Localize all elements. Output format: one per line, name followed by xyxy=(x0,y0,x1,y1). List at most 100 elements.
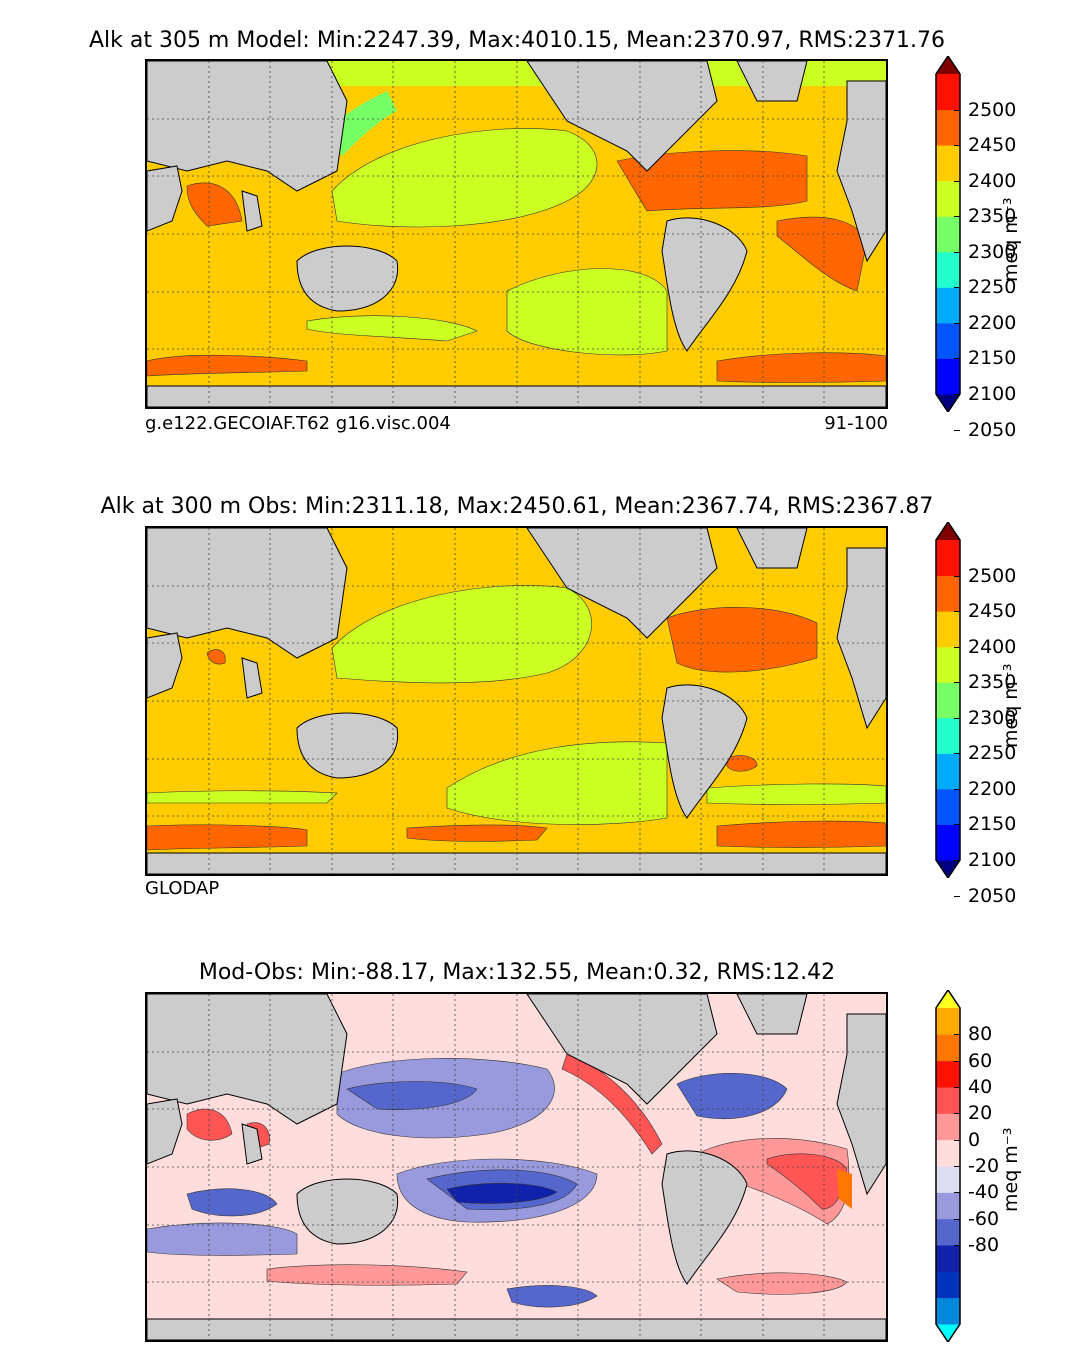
eurasia-land xyxy=(147,994,348,1125)
colorbar-tick-mark xyxy=(954,145,960,147)
colorbar-tick-label: 2150 xyxy=(968,347,1017,370)
colorbar-tick-label: 2050 xyxy=(968,418,1017,441)
colorbar-tick-label: 2500 xyxy=(968,98,1017,121)
colorbar-tick-mark xyxy=(954,358,960,360)
colorbar-max-extend xyxy=(936,56,960,74)
obs-title: Alk at 300 m Obs: Min:2311.18, Max:2450.… xyxy=(100,494,934,519)
greenland-land xyxy=(736,994,808,1035)
colorbar-segment xyxy=(936,575,960,612)
obs-map xyxy=(145,526,888,876)
colorbar-tick-mark xyxy=(954,717,960,719)
colorbar-tick-mark xyxy=(954,1139,960,1141)
india-land xyxy=(241,190,263,232)
colorbar-segment xyxy=(936,1245,960,1272)
greenland-land xyxy=(736,528,808,569)
antarctica-land xyxy=(147,1318,886,1340)
colorbar-tick-mark xyxy=(954,611,960,613)
southern-ocean-east-region xyxy=(716,820,886,848)
south-pacific-region xyxy=(446,741,668,825)
model-colorbar: 2500 2450 2400 2350 2300 2250 2200 2150 2100 2050 xyxy=(930,56,1016,441)
obs-dataset-name: GLODAP xyxy=(145,878,220,899)
colorbar-segment xyxy=(936,109,960,146)
africa-east-land xyxy=(147,1098,183,1165)
colorbar-segment xyxy=(936,1192,960,1220)
colorbar-segment xyxy=(936,1218,960,1246)
colorbar-segment xyxy=(936,1271,960,1299)
colorbar-tick-label: 80 xyxy=(968,1023,993,1046)
colorbar-tick-mark xyxy=(954,753,960,755)
colorbar-tick-mark xyxy=(954,1218,960,1220)
north-america-land xyxy=(526,528,718,639)
colorbar-tick-label: 20 xyxy=(968,1102,993,1125)
colorbar-outline xyxy=(935,990,961,1342)
southern-ocean-west-region xyxy=(147,824,308,851)
south-america-land xyxy=(661,217,748,352)
diff-map xyxy=(145,992,888,1342)
colorbar-segment xyxy=(936,1060,960,1088)
southern-negative-patch xyxy=(506,1285,598,1308)
colorbar-tick-label: 2150 xyxy=(968,813,1017,836)
model-title: Alk at 305 m Model: Min:2247.39, Max:401… xyxy=(88,28,946,53)
colorbar-segment xyxy=(936,216,960,253)
south-america-land xyxy=(661,684,748,819)
south-atlantic-strong-positive xyxy=(766,1153,848,1210)
colorbar-tick-mark xyxy=(954,394,960,395)
north-pacific-region xyxy=(331,128,598,228)
africa-west-land xyxy=(836,1013,886,1196)
obs-colorbar: 2500 2450 2400 2350 2300 2250 2200 2150 2100 2050 xyxy=(930,522,1016,907)
colorbar-tick-label: -60 xyxy=(968,1207,1000,1230)
north-atlantic-region xyxy=(616,150,808,212)
model-map xyxy=(145,59,888,409)
colorbar-segment xyxy=(936,1166,960,1193)
india-land xyxy=(241,657,263,699)
colorbar-segment xyxy=(936,1113,960,1141)
diff-map-svg xyxy=(147,994,886,1340)
colorbar-tick-mark xyxy=(954,109,960,111)
colorbar-tick-mark xyxy=(954,860,960,861)
north-america-land xyxy=(526,994,718,1105)
colorbar-tick-label: 2300 xyxy=(968,706,1017,729)
north-atlantic-region xyxy=(666,607,818,673)
colorbar-segment xyxy=(936,180,960,217)
colorbar-tick-label: 2500 xyxy=(968,564,1017,587)
benguela-positive xyxy=(837,1169,852,1209)
colorbar-tick-mark xyxy=(954,646,960,648)
arabian-sea-region xyxy=(206,649,226,665)
colorbar-outline xyxy=(935,56,961,412)
southern-band-region xyxy=(147,790,338,804)
colorbar-tick-label: 2200 xyxy=(968,311,1017,334)
colorbar-tick-mark xyxy=(954,1034,960,1036)
colorbar-tick-mark xyxy=(954,180,960,182)
north-atlantic-negative xyxy=(676,1073,788,1119)
colorbar-tick-mark xyxy=(954,1087,960,1088)
colorbar-svg xyxy=(935,522,961,878)
colorbar-tick-label: 2450 xyxy=(968,600,1017,623)
colorbar-tick-label: 2350 xyxy=(968,205,1017,228)
colorbar-segment xyxy=(936,717,960,754)
colorbar-tick-mark xyxy=(954,216,960,218)
south-pacific-core-negative xyxy=(446,1182,558,1204)
colorbar-segment xyxy=(936,1139,960,1167)
colorbar-svg xyxy=(935,990,961,1342)
southern-ocean-east-region xyxy=(716,352,886,383)
colorbar-segment xyxy=(936,251,960,288)
colorbar-tick-label: 60 xyxy=(968,1049,993,1072)
south-america-land xyxy=(661,1150,748,1285)
obs-colorbar-unit: meq m⁻³ xyxy=(1000,663,1022,748)
map-gridlines xyxy=(147,528,886,874)
south-atlantic-region xyxy=(776,216,868,292)
colorbar-tick-label: 2050 xyxy=(968,884,1017,907)
colorbar-tick-label: 2100 xyxy=(968,383,1017,405)
map-gridlines xyxy=(147,994,886,1340)
colorbar-tick-label: 2200 xyxy=(968,777,1017,800)
colorbar-segment xyxy=(936,1087,960,1114)
arabian-sea-region xyxy=(186,182,243,227)
colorbar-tick-label: 40 xyxy=(968,1076,993,1098)
colorbar-tick-mark xyxy=(954,429,960,431)
map-gridlines xyxy=(147,61,886,407)
colorbar-segment xyxy=(936,1034,960,1062)
colorbar-segment xyxy=(936,753,960,790)
north-pacific-strong-negative xyxy=(346,1081,478,1110)
colorbar-tick-mark xyxy=(954,824,960,826)
colorbar-tick-mark xyxy=(954,322,960,324)
